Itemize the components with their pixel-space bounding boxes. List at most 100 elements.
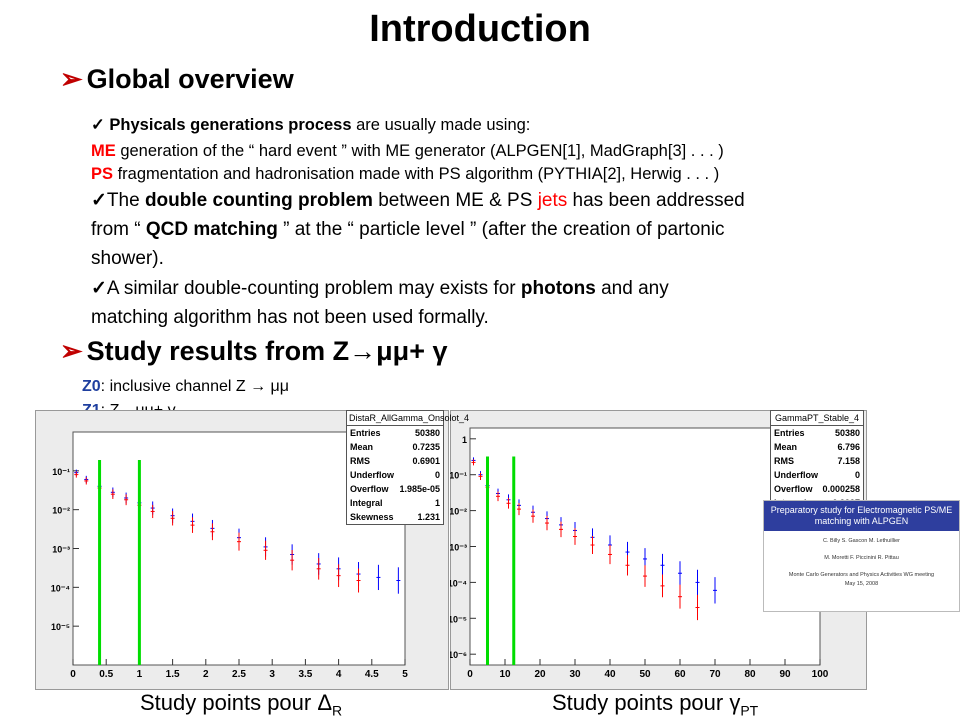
arrow-bullet-icon: ➢ — [60, 336, 83, 366]
inset-slide-thumbnail: Preparatory study for Electromagnetic PS… — [763, 500, 960, 612]
item3-d: matching algorithm has not been used for… — [91, 307, 489, 328]
y-tick-label: 10⁻¹ — [52, 467, 70, 477]
x-tick-label: 2.5 — [232, 669, 246, 680]
stats-right-row-rms: RMS 7.158 — [771, 454, 863, 468]
item2-i: shower). — [91, 248, 164, 269]
stat-value: 50380 — [414, 428, 440, 438]
x-tick-label: 3 — [269, 669, 275, 680]
y-tick-label: 10⁻⁴ — [450, 578, 467, 588]
stat-value: 1.231 — [417, 512, 440, 522]
me-line: ME generation of the “ hard event ” with… — [91, 138, 951, 164]
stat-label: Mean — [350, 442, 374, 452]
caption-right-text: Study points pour γ — [552, 690, 741, 715]
stat-label: Entries — [774, 428, 805, 438]
y-tick-label: 10⁻¹ — [450, 471, 467, 481]
x-tick-label: 3.5 — [298, 669, 312, 680]
item1-bold: Physicals generations process — [109, 116, 352, 134]
caption-left-sub: R — [332, 702, 343, 719]
inset-title: Preparatory study for Electromagnetic PS… — [764, 501, 959, 531]
caption-left: Study points pour ΔR — [140, 690, 342, 718]
y-tick-label: 10⁻⁵ — [450, 614, 467, 624]
z0-text: : inclusive channel Z → μμ — [100, 378, 289, 395]
stat-value: 7.158 — [837, 456, 860, 466]
ps-text: fragmentation and hadronisation made wit… — [113, 165, 720, 183]
stat-label: Entries — [350, 428, 381, 438]
y-tick-label: 10⁻⁴ — [51, 583, 70, 593]
x-tick-label: 0 — [70, 669, 76, 680]
me-tag: ME — [91, 142, 116, 160]
checkmark-icon: ✓ — [91, 116, 105, 134]
x-tick-label: 1 — [137, 669, 143, 680]
item2-h: ” at the “ particle level ” (after the c… — [277, 219, 725, 240]
overview-item-3: ✓A similar double-counting problem may e… — [91, 274, 951, 332]
x-tick-label: 2 — [203, 669, 209, 680]
item3-c: and any — [595, 278, 669, 299]
stats-box-left: DistaR_AllGamma_Onsolot_4 Entries 50380 Me… — [346, 410, 469, 525]
stat-label: Underflow — [350, 470, 394, 480]
y-tick-label: 10⁻⁵ — [51, 622, 70, 632]
x-tick-label: 90 — [779, 669, 791, 680]
stat-value: 0 — [434, 470, 440, 480]
item1-rest: are usually made using: — [351, 116, 531, 134]
stats-left-row-entries: Entries 50380 — [347, 426, 443, 440]
x-tick-label: 10 — [499, 669, 511, 680]
x-tick-label: 80 — [744, 669, 756, 680]
stat-label: Underflow — [774, 470, 818, 480]
ps-line: PS fragmentation and hadronisation made … — [91, 161, 951, 187]
x-tick-label: 20 — [534, 669, 546, 680]
inset-line2: M. Moretti F. Piccinini R. Pittau — [824, 555, 899, 561]
overview-item-1: ✓ Physicals generations process are usua… — [91, 112, 951, 138]
y-tick-label: 1 — [462, 435, 467, 445]
stat-value: 1 — [434, 498, 440, 508]
stat-value: 0.000258 — [822, 484, 860, 494]
stats-left-row-overflow: Overflow 1.985e-05 — [347, 482, 443, 496]
stat-value: 0 — [854, 470, 860, 480]
checkmark-icon: ✓ — [91, 190, 107, 211]
item2-e: has been addressed — [567, 190, 745, 211]
item3-a: A similar double-counting problem may ex… — [106, 278, 521, 299]
stat-value: 1.985e-05 — [399, 484, 440, 494]
page-title: Introduction — [369, 8, 591, 50]
stats-right-row-mean: Mean 6.796 — [771, 440, 863, 454]
z0-label: Z0: inclusive channel Z → μμ — [82, 378, 289, 396]
stat-value: 6.796 — [837, 442, 860, 452]
overview-heading-text: Global overview — [86, 64, 294, 94]
y-tick-label: 10⁻³ — [52, 545, 70, 555]
overview-item-2: ✓The double counting problem between ME … — [91, 186, 951, 273]
y-tick-label: 10⁻³ — [450, 543, 467, 553]
stat-value: 0.7235 — [412, 442, 440, 452]
stats-left-name: DistaR_AllGamma_Onsolot_4 — [347, 411, 469, 426]
y-tick-label: 10⁻⁶ — [450, 650, 467, 660]
caption-right: Study points pour γPT — [552, 690, 758, 718]
item2-qcd: QCD matching — [145, 219, 278, 240]
section-heading-overview: ➢ Global overview — [60, 64, 294, 95]
x-tick-label: 30 — [569, 669, 581, 680]
stats-left-row-skewness: Skewness 1.231 — [347, 510, 443, 524]
item2-jets: jets — [537, 190, 568, 211]
item2-f: from “ — [91, 219, 146, 240]
checkmark-icon: ✓ — [91, 278, 107, 299]
inset-authors: C. Billy S. Gascon M. Lethuillier — [822, 538, 901, 544]
y-tick-label: 10⁻² — [450, 507, 467, 517]
stats-right-row-entries: Entries 50380 — [771, 426, 863, 440]
caption-right-sub: PT — [740, 702, 759, 719]
item2-c: between ME & PS — [372, 190, 538, 211]
y-tick-label: 10⁻² — [52, 506, 70, 516]
stat-value: 0.6901 — [412, 456, 440, 466]
z0-tag: Z0 — [82, 378, 101, 395]
x-tick-label: 40 — [604, 669, 616, 680]
stats-right-row-underflow: Underflow 0 — [771, 468, 863, 482]
item2-bold: double counting problem — [144, 190, 373, 211]
x-tick-label: 1.5 — [166, 669, 180, 680]
inset-line3: Monte Carlo Generators and Physics Activ… — [788, 572, 935, 578]
stats-left-row-rms: RMS 0.6901 — [347, 454, 443, 468]
stats-left-row-mean: Mean 0.7235 — [347, 440, 443, 454]
caption-left-text: Study points pour Δ — [140, 690, 333, 715]
plot-frame — [469, 427, 821, 666]
stats-right-name: GammaPT_Stable_4 — [771, 411, 863, 426]
section-heading-study: ➢ Study results from Z→μμ+ γ — [60, 336, 448, 367]
inset-date: May 15, 2008 — [844, 581, 879, 587]
arrow-bullet-icon: ➢ — [60, 64, 83, 94]
stat-label: Overflow — [774, 484, 813, 494]
x-tick-label: 5 — [402, 669, 408, 680]
